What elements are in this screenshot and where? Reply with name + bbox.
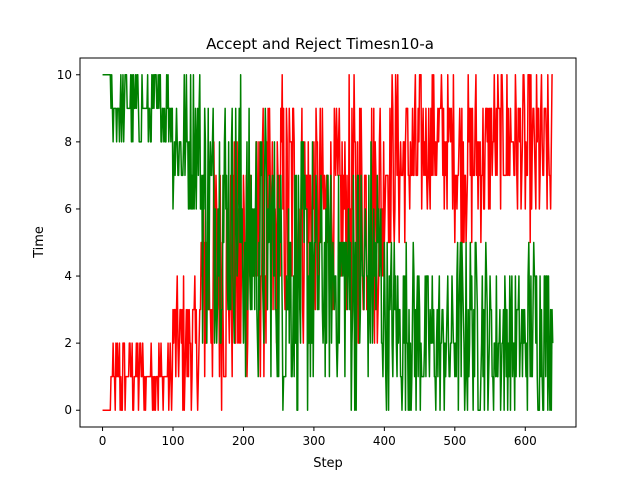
chart-title: Accept and Reject Timesn10-a [206,35,434,53]
y-axis-label: Time [32,226,47,259]
x-tick-label: 100 [162,434,185,448]
y-tick-label: 4 [64,269,72,283]
plot-frame [79,57,577,428]
x-tick-label: 400 [373,434,396,448]
y-tick-label: 8 [64,135,72,149]
y-tick-label: 6 [64,202,72,216]
y-tick-label: 2 [64,336,72,350]
x-tick-label: 600 [514,434,537,448]
y-axis: 0 2 4 6 8 10 [57,68,80,417]
x-tick-label: 300 [302,434,325,448]
x-tick-label: 500 [443,434,466,448]
x-tick-label: 0 [99,434,107,448]
x-axis-label: Step [313,456,343,471]
x-tick-label: 200 [232,434,255,448]
plot-series [102,74,554,411]
x-axis: 0 100 200 300 400 500 600 [99,427,537,448]
series-line-1 [102,74,554,411]
y-tick-label: 10 [57,68,72,82]
y-tick-label: 0 [64,403,72,417]
